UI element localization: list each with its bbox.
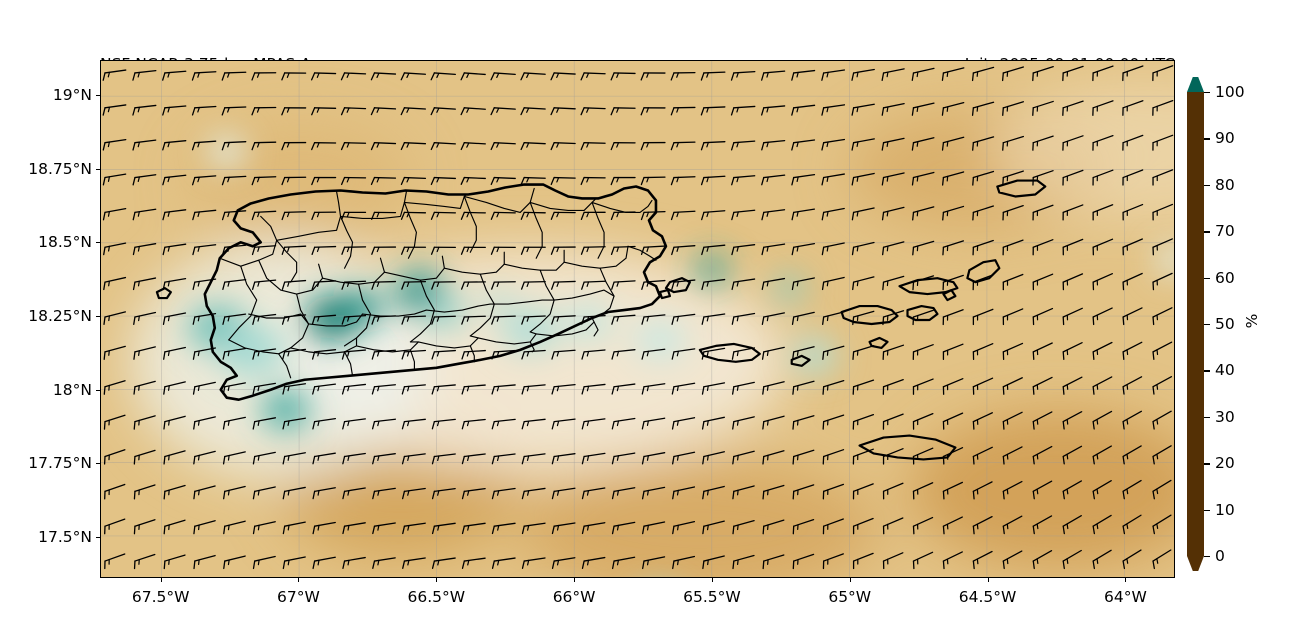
y-axis-tick-label: 18.5°N [38, 233, 92, 252]
colorbar-tick-mark [1204, 416, 1210, 419]
y-axis-tick-label: 18°N [52, 380, 92, 399]
y-axis-tick-label: 19°N [52, 86, 92, 105]
colorbar-tick-label: 60 [1215, 268, 1235, 287]
x-axis-tick-label: 66°W [552, 588, 596, 606]
x-axis-tick-mark [849, 578, 851, 582]
x-axis-tick-mark [987, 578, 989, 582]
y-axis-tick-mark [96, 463, 100, 465]
y-axis-tick-mark [96, 168, 100, 170]
lat-lon-gridlines-layer [101, 61, 1174, 577]
y-axis-tick-label: 17.5°N [38, 527, 92, 546]
x-axis-tick-mark [298, 578, 300, 582]
colorbar-tick-mark [1204, 138, 1210, 140]
y-axis-tick-mark [96, 536, 100, 538]
y-axis-tick-label: 18.25°N [28, 307, 92, 326]
y-axis-tick-label: 18.75°N [28, 159, 92, 178]
colorbar[interactable]: 0 10 20 30 40 50 60 70 80 90 100 [1187, 77, 1245, 571]
y-axis-tick-mark [96, 242, 100, 244]
colorbar-tick-label: 70 [1215, 222, 1235, 241]
colorbar-tick-mark [1204, 324, 1210, 326]
colorbar-tick-label: 40 [1215, 361, 1235, 380]
colorbar-tick-mark [1204, 556, 1210, 558]
colorbar-tick-label: 100 [1215, 83, 1245, 101]
coastline-layer [101, 61, 1174, 577]
y-axis-tick-mark [96, 316, 100, 318]
colorbar-tick-label: 50 [1215, 315, 1235, 333]
x-axis-tick-label: 67°W [277, 588, 320, 606]
x-axis-tick-mark [711, 578, 713, 582]
x-axis-tick-mark [436, 578, 438, 582]
colorbar-tick-mark [1204, 370, 1210, 372]
colorbar-tick-mark [1204, 509, 1210, 511]
colorbar-tick-mark [1204, 231, 1210, 233]
x-axis-tick-label: 64.5°W [958, 588, 1017, 606]
colorbar-unit-label: % [1243, 313, 1261, 329]
wind-barbs-layer [101, 61, 1174, 577]
colorbar-tick-mark [1204, 463, 1210, 465]
colorbar-tick-label: 80 [1215, 175, 1235, 194]
x-axis-tick-label: 67.5°W [131, 588, 190, 606]
humidity-field-layer [101, 61, 1174, 577]
x-axis-tick-label: 66.5°W [407, 588, 466, 606]
colorbar-tick-mark [1204, 92, 1210, 94]
y-axis-tick-mark [96, 389, 100, 391]
colorbar-tick-label: 30 [1215, 407, 1235, 426]
colorbar-tick-mark [1204, 184, 1210, 187]
colorbar-tick-label: 20 [1215, 454, 1235, 473]
x-axis-tick-mark [574, 578, 576, 582]
y-axis-tick-mark [96, 95, 100, 97]
colorbar-tick-label: 10 [1215, 500, 1235, 519]
colorbar-tick-mark [1204, 277, 1210, 279]
x-axis-tick-mark [1125, 578, 1127, 582]
x-axis-tick-label: 64°W [1103, 588, 1147, 606]
y-axis-tick-label: 17.75°N [28, 454, 92, 473]
x-axis-tick-label: 65.5°W [683, 588, 741, 606]
x-axis-tick-mark [160, 578, 162, 582]
x-axis-tick-label: 65°W [828, 588, 872, 606]
colorbar-gradient [1187, 92, 1204, 556]
colorbar-tick-label: 90 [1215, 129, 1235, 148]
colorbar-tick-label: 0 [1215, 547, 1225, 565]
map-plot-area[interactable] [100, 60, 1175, 578]
